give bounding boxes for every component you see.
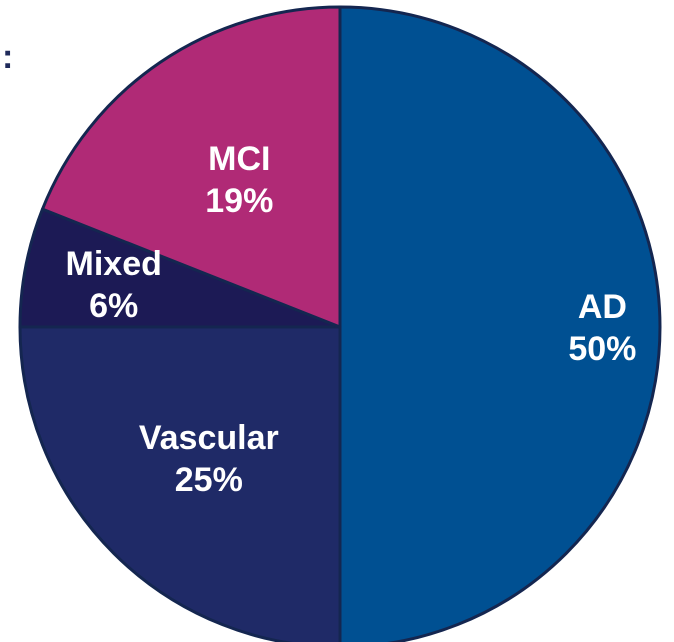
pie-slice-vascular	[18, 325, 342, 642]
pie-slice-mci	[40, 5, 342, 329]
pie-slices	[18, 5, 662, 642]
slice-label-ad: AD	[578, 288, 627, 326]
slice-label-mci: MCI	[208, 140, 270, 178]
slice-label-mixed: Mixed	[66, 245, 162, 283]
pie-slice-mixed	[18, 207, 342, 329]
slice-value-ad: 50%	[568, 330, 636, 368]
slice-value-mci: 19%	[205, 182, 273, 220]
pie-labels: AD 50% Vascular 25% Mixed 6% MCI 19%	[66, 140, 637, 499]
slice-value-mixed: 6%	[89, 287, 138, 325]
pie-slice-ad	[338, 5, 662, 642]
slice-value-vascular: 25%	[175, 461, 243, 499]
slice-label-vascular: Vascular	[139, 419, 279, 457]
corner-mark: :	[2, 38, 14, 76]
